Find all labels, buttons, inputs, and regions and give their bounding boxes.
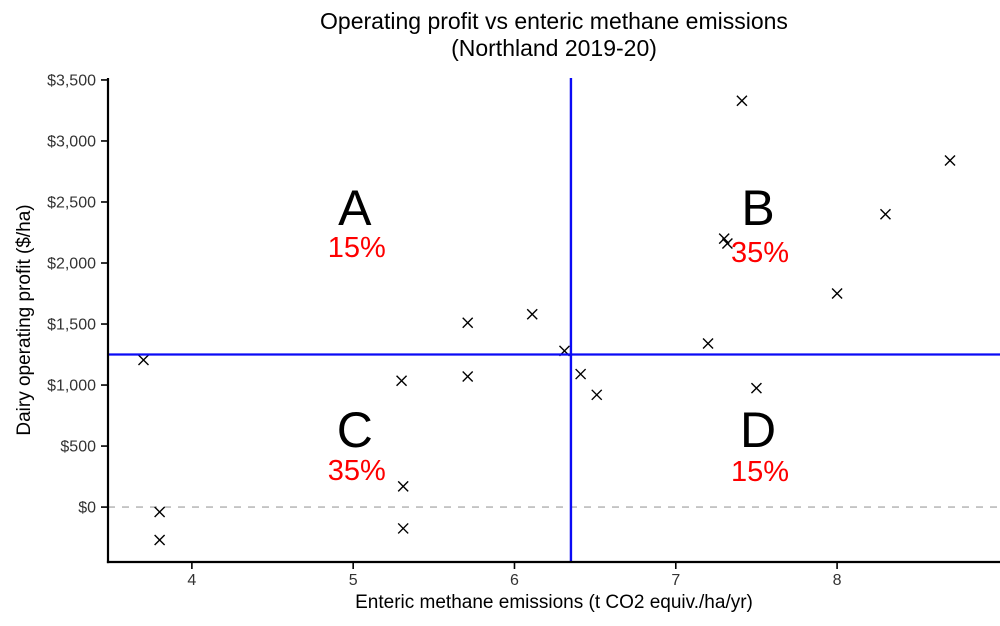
y-tick-label: $0 [78,500,96,517]
x-marker-stroke [879,208,891,220]
y-tick-label: $1,000 [47,378,96,395]
data-point [462,371,474,382]
data-point [396,375,408,387]
x-tick-label: 6 [510,572,519,589]
y-tick-label: $2,000 [47,256,96,273]
x-marker-stroke [154,534,166,546]
x-marker-stroke [831,288,843,300]
y-tick-label: $3,000 [47,133,96,150]
y-tick-label: $3,500 [47,72,96,89]
data-point [397,522,409,534]
data-point [702,338,714,350]
x-marker-stroke [397,522,409,534]
data-point [526,308,538,320]
data-point [718,233,730,245]
y-tick-label: $1,500 [47,317,96,334]
data-point [462,317,474,329]
data-point [397,480,409,492]
x-marker-stroke [944,155,956,166]
data-point [736,95,748,107]
x-tick-label: 5 [349,572,358,589]
quadrant-letter-A: A [338,180,372,236]
x-axis-title: Enteric methane emissions (t CO2 equiv./… [355,592,753,613]
x-tick-label: 4 [187,572,196,589]
quadrant-letter-C: C [337,402,373,458]
quadrant-percent-C: 35% [328,455,386,487]
data-point [137,354,149,366]
x-marker-stroke [736,95,748,107]
quadrant-letter-B: B [741,180,774,236]
x-marker-stroke [462,317,474,329]
data-point [750,382,762,394]
y-tick-label: $2,500 [47,194,96,211]
x-marker-stroke [575,368,587,380]
chart-title-line2: (Northland 2019-20) [451,35,657,61]
data-point [575,368,587,380]
data-point [154,534,166,546]
x-marker-stroke [154,506,166,518]
quadrant-percent-D: 15% [731,456,789,488]
x-marker-stroke [462,371,474,382]
data-point [154,506,166,518]
x-marker-stroke [397,480,409,492]
chart-title-line1: Operating profit vs enteric methane emis… [320,8,788,34]
data-point [944,155,956,166]
y-tick-label: $500 [60,439,96,456]
x-tick-label: 8 [833,572,842,589]
x-marker-stroke [137,354,149,366]
quadrant-percent-A: 15% [328,232,386,264]
quadrant-percent-B: 35% [731,237,789,269]
x-marker-stroke [750,382,762,394]
data-point [879,208,891,220]
x-tick-label: 7 [671,572,680,589]
x-marker-stroke [591,389,603,401]
x-marker-stroke [526,308,538,320]
x-marker-stroke [396,375,408,387]
x-marker-stroke [702,338,714,350]
data-point [831,288,843,300]
quadrant-letter-D: D [740,402,776,458]
x-marker-stroke [718,233,730,245]
x-marker-stroke [721,237,733,249]
data-point [591,389,603,401]
data-point [721,237,733,249]
chart-title: Operating profit vs enteric methane emis… [108,8,1000,62]
